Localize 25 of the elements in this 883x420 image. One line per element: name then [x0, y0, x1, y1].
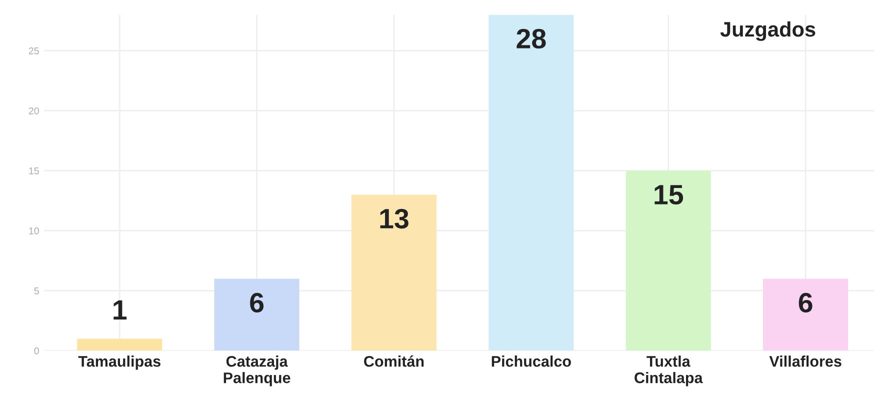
- bar: [77, 338, 162, 351]
- data-label: 28: [516, 28, 546, 49]
- y-tick-label: 5: [34, 288, 39, 294]
- bar: [763, 278, 848, 351]
- x-tick-label: Catazaja Palenque: [224, 356, 290, 386]
- chart-title: Juzgados: [720, 21, 816, 41]
- y-tick-label: 15: [29, 168, 39, 174]
- y-tick-label: 25: [28, 47, 39, 54]
- data-label: 6: [798, 292, 812, 313]
- y-tick-label: 10: [29, 227, 39, 234]
- x-tick-label: Comitán: [364, 355, 424, 367]
- y-tick-label: 20: [28, 107, 39, 114]
- y-tick-label: 0: [34, 347, 39, 354]
- data-label: 13: [380, 208, 408, 229]
- x-tick-label: Tamaulipas: [78, 356, 160, 370]
- bar: [351, 194, 437, 351]
- data-label: 1: [114, 300, 127, 320]
- bar: [214, 278, 300, 351]
- x-tick-label: Villaflores: [769, 356, 842, 367]
- bar: [488, 14, 574, 351]
- data-label: 6: [250, 292, 264, 313]
- x-tick-label: Pichucalco: [492, 356, 571, 367]
- data-label: 15: [654, 185, 684, 205]
- bar: [626, 170, 711, 351]
- x-tick-label: Tuxtla Cintalapa: [634, 356, 703, 386]
